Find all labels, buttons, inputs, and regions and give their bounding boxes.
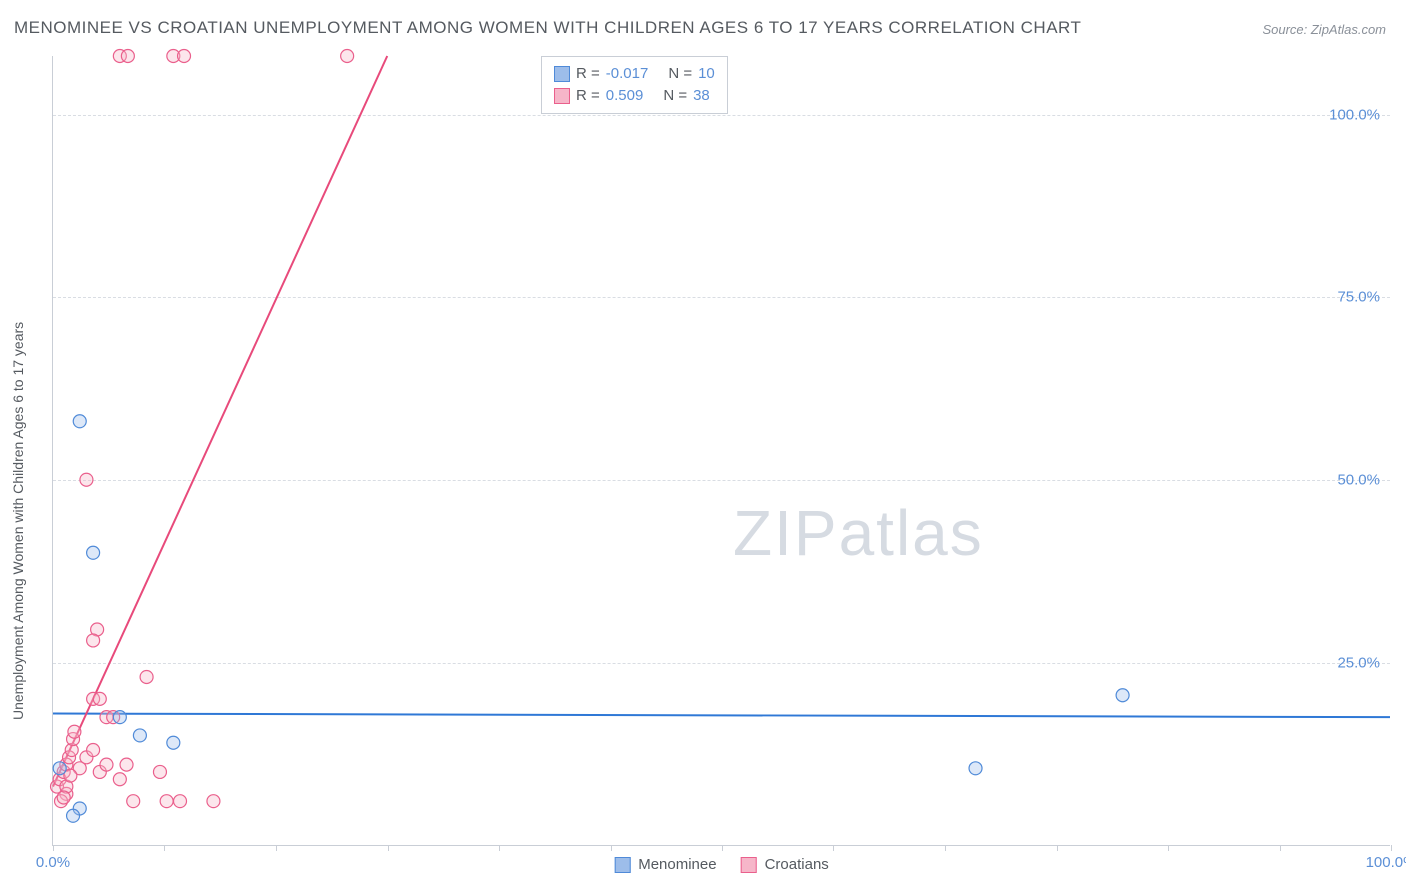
trend-line: [53, 56, 387, 787]
data-point: [100, 758, 113, 771]
x-tickmark: [1280, 845, 1281, 851]
data-point: [68, 725, 81, 738]
legend-series-label: Menominee: [638, 856, 716, 873]
data-point: [160, 795, 173, 808]
x-tickmark: [833, 845, 834, 851]
legend-n-label: N =: [663, 85, 687, 107]
data-point: [113, 773, 126, 786]
data-point: [121, 50, 134, 63]
data-point: [153, 765, 166, 778]
source-label: Source: ZipAtlas.com: [1262, 22, 1386, 37]
chart-title: MENOMINEE VS CROATIAN UNEMPLOYMENT AMONG…: [14, 18, 1081, 38]
data-point: [1116, 689, 1129, 702]
x-tickmark: [611, 845, 612, 851]
legend-n-value: 38: [693, 85, 710, 107]
data-point: [53, 762, 66, 775]
data-point: [178, 50, 191, 63]
legend-n-label: N =: [668, 63, 692, 85]
legend-r-label: R =: [576, 63, 600, 85]
legend-series-label: Croatians: [765, 856, 829, 873]
legend-r-value: 0.509: [606, 85, 644, 107]
x-tickmark: [53, 845, 54, 851]
data-point: [207, 795, 220, 808]
x-tickmark: [1168, 845, 1169, 851]
x-tickmark: [722, 845, 723, 851]
legend-series-item: Menominee: [614, 856, 716, 873]
legend-series: Menominee Croatians: [614, 856, 829, 873]
data-point: [87, 744, 100, 757]
legend-swatch: [614, 857, 630, 873]
data-point: [140, 670, 153, 683]
x-tickmark: [1391, 845, 1392, 851]
data-point: [73, 415, 86, 428]
data-point: [969, 762, 982, 775]
x-tickmark: [388, 845, 389, 851]
legend-swatch: [554, 66, 570, 82]
data-point: [93, 692, 106, 705]
data-point: [341, 50, 354, 63]
x-tick-label: 100.0%: [1366, 854, 1406, 871]
plot-area: 25.0%50.0%75.0%100.0% 0.0%100.0% ZIPatla…: [52, 56, 1390, 846]
data-point: [127, 795, 140, 808]
data-point: [167, 736, 180, 749]
legend-correlation: R = -0.017 N = 10 R = 0.509 N = 38: [541, 56, 728, 114]
data-point: [174, 795, 187, 808]
x-tickmark: [945, 845, 946, 851]
data-point: [120, 758, 133, 771]
data-point: [133, 729, 146, 742]
legend-swatch: [554, 88, 570, 104]
data-point: [57, 791, 70, 804]
legend-row: R = -0.017 N = 10: [554, 63, 715, 85]
legend-n-value: 10: [698, 63, 715, 85]
data-point: [67, 809, 80, 822]
x-tickmark: [276, 845, 277, 851]
x-tickmark: [499, 845, 500, 851]
legend-series-item: Croatians: [741, 856, 829, 873]
data-point: [87, 634, 100, 647]
data-point: [87, 546, 100, 559]
legend-swatch: [741, 857, 757, 873]
data-point: [80, 473, 93, 486]
y-axis-label: Unemployment Among Women with Children A…: [10, 322, 26, 720]
legend-row: R = 0.509 N = 38: [554, 85, 715, 107]
x-tickmark: [164, 845, 165, 851]
chart-svg: [53, 56, 1390, 845]
data-point: [113, 711, 126, 724]
x-tickmark: [1057, 845, 1058, 851]
trend-line: [53, 714, 1390, 718]
legend-r-value: -0.017: [606, 63, 649, 85]
x-tick-label: 0.0%: [36, 854, 70, 871]
legend-r-label: R =: [576, 85, 600, 107]
